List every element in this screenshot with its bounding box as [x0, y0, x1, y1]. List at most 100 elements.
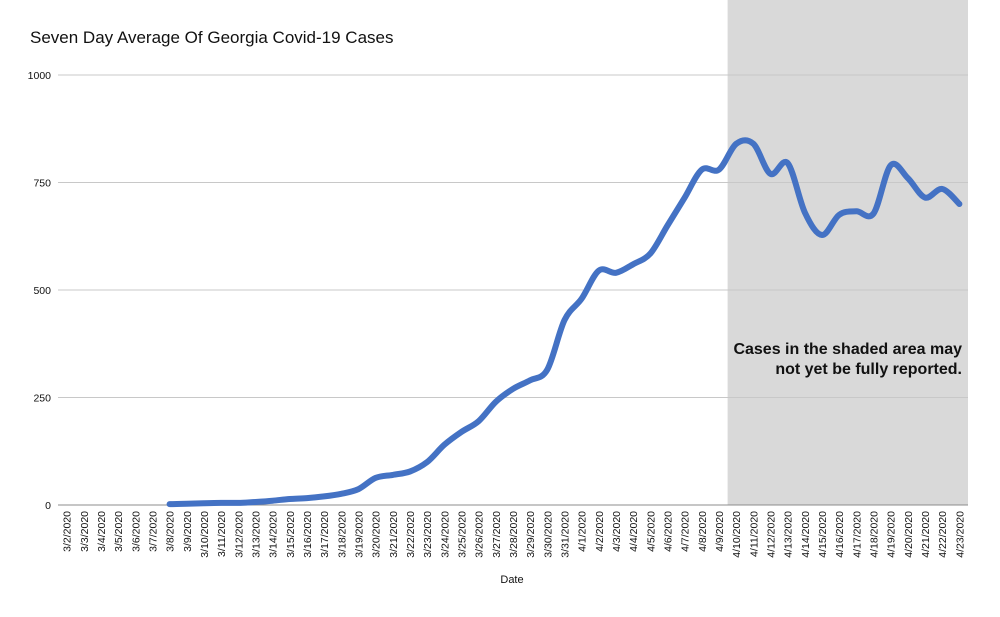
- x-tick-label: 3/11/2020: [216, 511, 228, 557]
- x-tick-label: 3/5/2020: [113, 511, 125, 552]
- x-tick-label: 4/5/2020: [645, 511, 657, 552]
- shaded-area-note: Cases in the shaded area may not yet be …: [733, 340, 962, 380]
- x-tick-label: 3/31/2020: [560, 511, 572, 558]
- x-tick-label: 3/14/2020: [268, 511, 280, 558]
- x-tick-label: 4/9/2020: [714, 511, 726, 552]
- x-tick-label: 3/6/2020: [130, 511, 142, 552]
- x-tick-label: 3/25/2020: [456, 511, 468, 558]
- data-point: [218, 500, 224, 506]
- x-tick-label: 3/16/2020: [302, 511, 314, 558]
- x-tick-label: 4/19/2020: [886, 511, 898, 558]
- data-point: [939, 186, 945, 192]
- y-tick-label: 0: [45, 500, 51, 512]
- x-tick-label: 3/7/2020: [147, 511, 159, 552]
- x-tick-label: 4/7/2020: [680, 511, 692, 552]
- x-tick-label: 3/22/2020: [405, 511, 417, 558]
- shaded-area-note-line-2: not yet be fully reported.: [775, 361, 962, 378]
- x-tick-label: 4/18/2020: [869, 511, 881, 558]
- x-tick-label: 4/20/2020: [903, 511, 915, 558]
- x-tick-label: 3/18/2020: [336, 511, 348, 558]
- data-point: [184, 501, 190, 507]
- x-tick-label: 3/4/2020: [96, 511, 108, 552]
- chart-title: Seven Day Average Of Georgia Covid-19 Ca…: [30, 28, 394, 47]
- data-point: [355, 486, 361, 492]
- x-tick-label: 3/23/2020: [422, 511, 434, 558]
- x-tick-label: 3/13/2020: [250, 511, 262, 558]
- data-point: [321, 493, 327, 499]
- data-point: [630, 261, 636, 267]
- x-tick-label: 3/9/2020: [182, 511, 194, 552]
- data-point: [424, 459, 430, 465]
- y-tick-label: 250: [33, 393, 51, 405]
- x-tick-label: 4/10/2020: [731, 511, 743, 558]
- x-tick-label: 4/4/2020: [628, 511, 640, 552]
- data-point: [733, 141, 739, 147]
- shaded-area-note-line-1: Cases in the shaded area may: [733, 341, 962, 358]
- data-point: [476, 418, 482, 424]
- data-point: [167, 501, 173, 507]
- data-point: [201, 500, 207, 506]
- x-tick-label: 3/30/2020: [542, 511, 554, 558]
- data-point: [836, 212, 842, 218]
- data-point: [768, 171, 774, 177]
- x-tick-label: 4/2/2020: [594, 511, 606, 552]
- y-tick-label: 750: [33, 178, 51, 190]
- x-tick-label: 4/3/2020: [611, 511, 623, 552]
- x-tick-label: 4/1/2020: [577, 511, 589, 552]
- data-point: [441, 442, 447, 448]
- x-tick-label: 3/17/2020: [319, 511, 331, 558]
- x-tick-label: 3/28/2020: [508, 511, 520, 558]
- x-tick-label: 3/12/2020: [233, 511, 245, 558]
- x-tick-label: 4/13/2020: [783, 511, 795, 558]
- data-point: [458, 429, 464, 435]
- x-tick-label: 4/17/2020: [851, 511, 863, 558]
- data-point: [338, 491, 344, 497]
- data-point: [596, 268, 602, 274]
- data-point: [647, 250, 653, 256]
- x-tick-label: 4/23/2020: [954, 511, 966, 558]
- x-tick-label: 4/22/2020: [937, 511, 949, 558]
- data-point: [562, 317, 568, 323]
- data-point: [853, 208, 859, 214]
- x-tick-label: 3/27/2020: [491, 511, 503, 558]
- x-tick-label: 3/26/2020: [474, 511, 486, 558]
- x-tick-label: 4/8/2020: [697, 511, 709, 552]
- data-point: [579, 296, 585, 302]
- data-point: [905, 175, 911, 181]
- x-tick-label: 3/8/2020: [165, 511, 177, 552]
- data-point: [699, 167, 705, 173]
- data-point: [922, 195, 928, 201]
- data-point: [665, 223, 671, 228]
- data-point: [871, 210, 877, 216]
- x-tick-label: 4/6/2020: [663, 511, 675, 552]
- data-point: [235, 500, 241, 506]
- data-point: [613, 270, 619, 276]
- x-tick-label: 3/21/2020: [388, 511, 400, 558]
- data-point: [888, 162, 894, 168]
- x-tick-label: 3/10/2020: [199, 511, 211, 558]
- data-point: [287, 496, 293, 502]
- x-tick-label: 3/15/2020: [285, 511, 297, 558]
- data-point: [819, 232, 825, 238]
- y-tick-label: 500: [33, 285, 51, 297]
- data-point: [407, 468, 413, 474]
- shaded-region: [727, 0, 968, 505]
- data-point: [682, 195, 688, 201]
- x-tick-label: 3/29/2020: [525, 511, 537, 558]
- data-point: [956, 201, 962, 207]
- data-point: [493, 399, 499, 405]
- x-tick-label: 3/20/2020: [371, 511, 383, 558]
- y-tick-label: 1000: [28, 70, 52, 82]
- x-tick-label: 4/11/2020: [748, 511, 760, 557]
- data-point: [802, 210, 808, 216]
- data-point: [304, 495, 310, 501]
- data-point: [750, 141, 756, 147]
- x-tick-label: 3/3/2020: [79, 511, 91, 552]
- data-point: [373, 475, 379, 481]
- x-tick-label: 4/21/2020: [920, 511, 932, 558]
- data-point: [270, 498, 276, 504]
- data-point: [785, 160, 791, 166]
- data-point: [527, 377, 533, 383]
- data-point: [510, 386, 516, 392]
